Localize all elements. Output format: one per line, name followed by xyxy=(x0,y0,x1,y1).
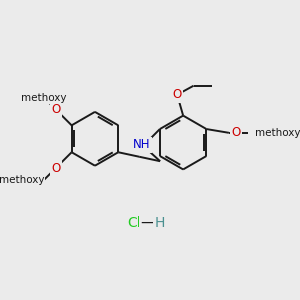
Text: O: O xyxy=(51,162,60,175)
Text: methoxy: methoxy xyxy=(21,93,67,103)
Text: H: H xyxy=(155,215,165,230)
Text: —: — xyxy=(140,215,156,230)
Text: O: O xyxy=(51,103,60,116)
Text: methoxy: methoxy xyxy=(0,175,44,185)
Text: O: O xyxy=(172,88,182,101)
Text: Cl: Cl xyxy=(128,215,141,230)
Text: NH: NH xyxy=(133,138,151,151)
Text: methoxy: methoxy xyxy=(255,128,300,138)
Text: O: O xyxy=(231,126,240,139)
